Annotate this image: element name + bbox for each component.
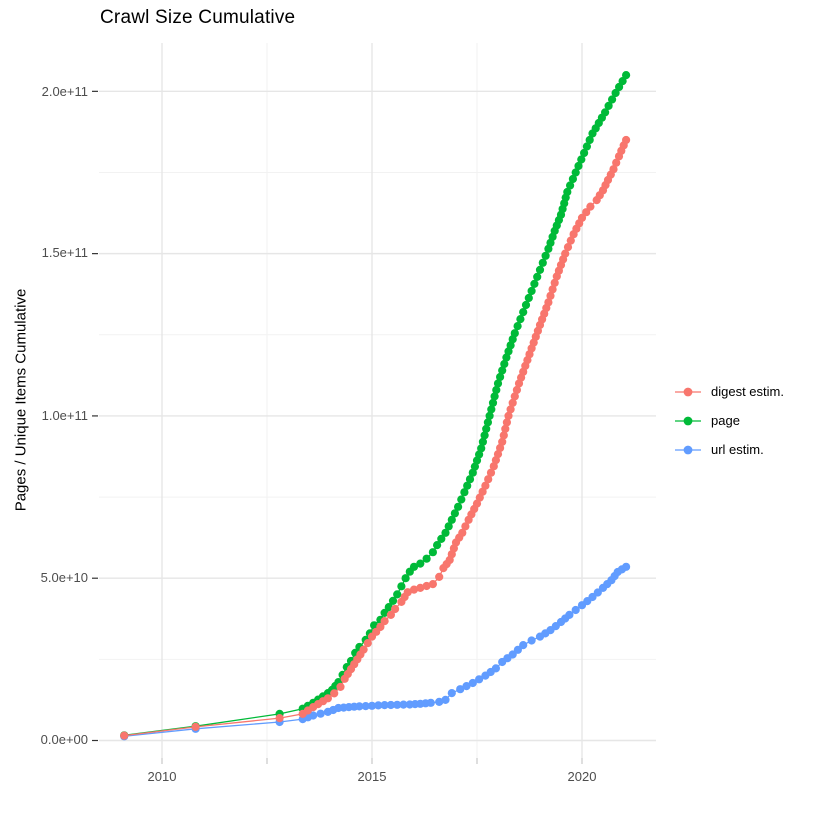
legend-item-label: url estim. <box>711 442 764 457</box>
chart-title: Crawl Size Cumulative <box>100 7 296 28</box>
y-tick-label: 0.0e+00 <box>40 732 88 747</box>
legend-key-icon <box>675 387 701 396</box>
legend-item-label: page <box>711 413 740 428</box>
y-tick-label: 5.0e+10 <box>40 570 88 585</box>
y-tick-label: 1.5e+11 <box>41 245 88 260</box>
legend-item-label: digest estim. <box>711 384 784 399</box>
legend-item: digest estim. <box>674 377 784 406</box>
legend-item: url estim. <box>674 435 784 464</box>
legend-key-icon <box>675 445 701 454</box>
x-tick-label: 2010 <box>147 769 177 784</box>
y-axis-title: Pages / Unique Items Cumulative <box>12 288 30 512</box>
y-tick-label: 2.0e+11 <box>41 84 88 99</box>
x-tick-label: 2020 <box>567 769 597 784</box>
legend-item: page <box>674 406 784 435</box>
legend-key-icon <box>675 416 701 425</box>
legend: digest estim. page url estim. <box>674 377 784 464</box>
y-tick-label: 1.0e+11 <box>41 408 88 423</box>
x-tick-label: 2015 <box>357 769 387 784</box>
